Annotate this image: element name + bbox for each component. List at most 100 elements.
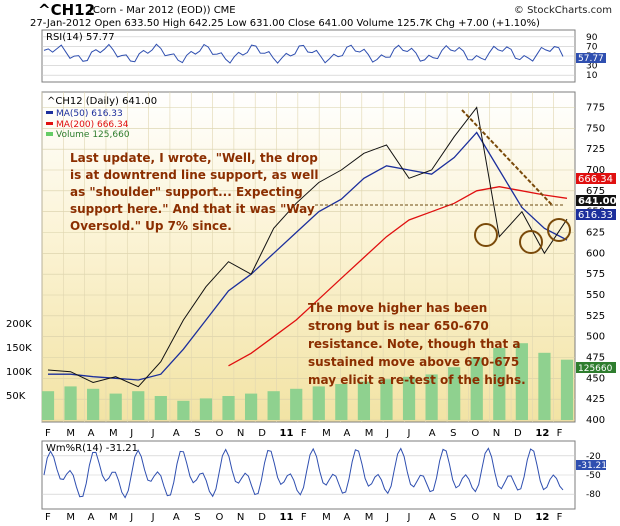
volume-bar	[267, 391, 280, 420]
x-axis-label: O	[471, 428, 479, 439]
rsi-tick-label: 30	[586, 62, 598, 72]
volume-badge-bg	[576, 362, 616, 373]
price-tick-label: 675	[586, 186, 605, 197]
x-axis-label: N	[237, 428, 244, 439]
x-axis-label: F	[301, 512, 307, 523]
x-axis-label: D	[514, 512, 522, 523]
x-axis-label: M	[66, 428, 75, 439]
price-tick-label: 475	[586, 353, 605, 364]
stockcharts-brand: © StockCharts.com	[513, 5, 612, 16]
rsi-value-badge-bg	[576, 53, 606, 63]
price-tick-label: 550	[586, 290, 605, 301]
x-axis-label: O	[471, 512, 479, 523]
price-tick-label: 525	[586, 311, 605, 322]
annotation-line: may elicit a re-test of the highs.	[308, 373, 526, 387]
x-axis-label: A	[343, 512, 350, 523]
price-tick-label: 450	[586, 373, 605, 384]
wmr-line	[43, 447, 564, 499]
volume-bar	[493, 348, 506, 420]
x-axis-label: O	[216, 428, 224, 439]
volume-bar	[560, 359, 574, 420]
wmr-panel: Wm%R(14) -31.21 -20 -50 -80 -31.21	[41, 440, 607, 510]
x-axis-label: A	[343, 428, 350, 439]
price-tick-label: 500	[586, 332, 605, 343]
wmr-tick-label: -20	[586, 452, 601, 462]
x-axis-label: N	[493, 512, 500, 523]
wmr-label: Wm%R(14) -31.21	[46, 443, 138, 454]
annotation-line: Last update, I wrote, "Well, the drop	[70, 151, 318, 165]
x-axis-label: J	[385, 512, 389, 523]
ma200-badge-bg	[576, 173, 616, 184]
x-axis-label: M	[109, 512, 118, 523]
x-axis-label: M	[322, 428, 331, 439]
volume-bar	[132, 391, 145, 420]
support-circle-2	[519, 230, 543, 254]
volume-tick-label: 50K	[6, 391, 26, 402]
x-axis-label: J	[129, 512, 133, 523]
price-tick-label: 400	[586, 415, 605, 426]
ma50-badge-bg	[576, 209, 616, 220]
volume-bar	[199, 398, 213, 420]
x-axis-label: F	[45, 428, 51, 439]
symbol-description: (Corn - Mar 2012 (EOD)) CME	[89, 5, 236, 16]
x-axis-label: M	[322, 512, 331, 523]
x-axis-label: F	[45, 512, 51, 523]
legend-ma50: MA(50) 616.33	[56, 109, 123, 119]
annotation-line: support here." And that it was "Way	[70, 202, 315, 216]
chart-header: ^CH12 (Corn - Mar 2012 (EOD)) CME 27-Jan…	[0, 0, 620, 30]
downtrend-line	[461, 109, 553, 206]
x-axis-label: F	[557, 428, 563, 439]
price-tick-label: 425	[586, 394, 605, 405]
ma50-swatch	[46, 111, 53, 114]
x-axis-label: M	[365, 428, 374, 439]
price-tick-label: 575	[586, 269, 605, 280]
ma50-badge: 616.33	[578, 210, 613, 221]
x-axis-label: D	[258, 428, 266, 439]
x-axis-label: N	[493, 428, 500, 439]
rsi-label: RSI(14) 57.77	[46, 32, 115, 43]
x-axis-label: A	[429, 512, 436, 523]
volume-bar	[154, 396, 167, 420]
volume-bar	[290, 388, 303, 420]
legend-main: ^CH12 (Daily) 641.00	[47, 96, 157, 107]
price-tick-label: 750	[586, 123, 605, 134]
legend-ma200: MA(200) 666.34	[56, 120, 129, 130]
x-axis-label: F	[301, 428, 307, 439]
volume-tick-label: 200K	[6, 319, 32, 330]
x-axis-label: F	[557, 512, 563, 523]
price-tick-label: 600	[586, 248, 605, 259]
x-axis-label: J	[385, 428, 389, 439]
x-axis-label: J	[151, 428, 155, 439]
rsi-tick-label: 70	[586, 42, 598, 52]
volume-bar	[357, 381, 371, 420]
price-tick-label: 725	[586, 144, 605, 155]
x-axis-labels-bottom: F M A M J J A S O N D 11 F M A M J J A S O N D 12 F	[45, 512, 563, 523]
x-axis-label: S	[194, 428, 200, 439]
x-axis-label: A	[173, 512, 180, 523]
wmr-tick-label: -80	[586, 490, 601, 500]
x-axis-label: J	[129, 428, 133, 439]
volume-bar	[448, 367, 461, 420]
annotation-line: sustained move above 670-675	[308, 355, 519, 369]
x-axis-label: J	[151, 512, 155, 523]
x-axis-label: M	[365, 512, 374, 523]
ma200-swatch	[46, 122, 53, 125]
volume-bar	[538, 352, 551, 420]
rsi-tick-label: 90	[586, 33, 598, 43]
annotation-line: strong but is near 650-670	[308, 319, 489, 333]
x-axis-label: A	[88, 428, 95, 439]
volume-bar	[109, 393, 122, 420]
x-axis-label: 11	[280, 512, 294, 523]
x-axis-label: A	[173, 428, 180, 439]
x-axis-label: J	[406, 428, 410, 439]
x-axis-label: 12	[535, 428, 549, 439]
x-axis-label: S	[450, 512, 456, 523]
volume-tick-label: 100K	[6, 367, 32, 378]
annotation-line: resistance. Note, though that a	[308, 337, 520, 351]
rsi-tick-label: 10	[586, 71, 598, 81]
price-tick-label: 625	[586, 228, 605, 239]
support-circle-3	[547, 218, 571, 242]
x-axis-label: M	[109, 428, 118, 439]
volume-bar	[244, 393, 258, 420]
